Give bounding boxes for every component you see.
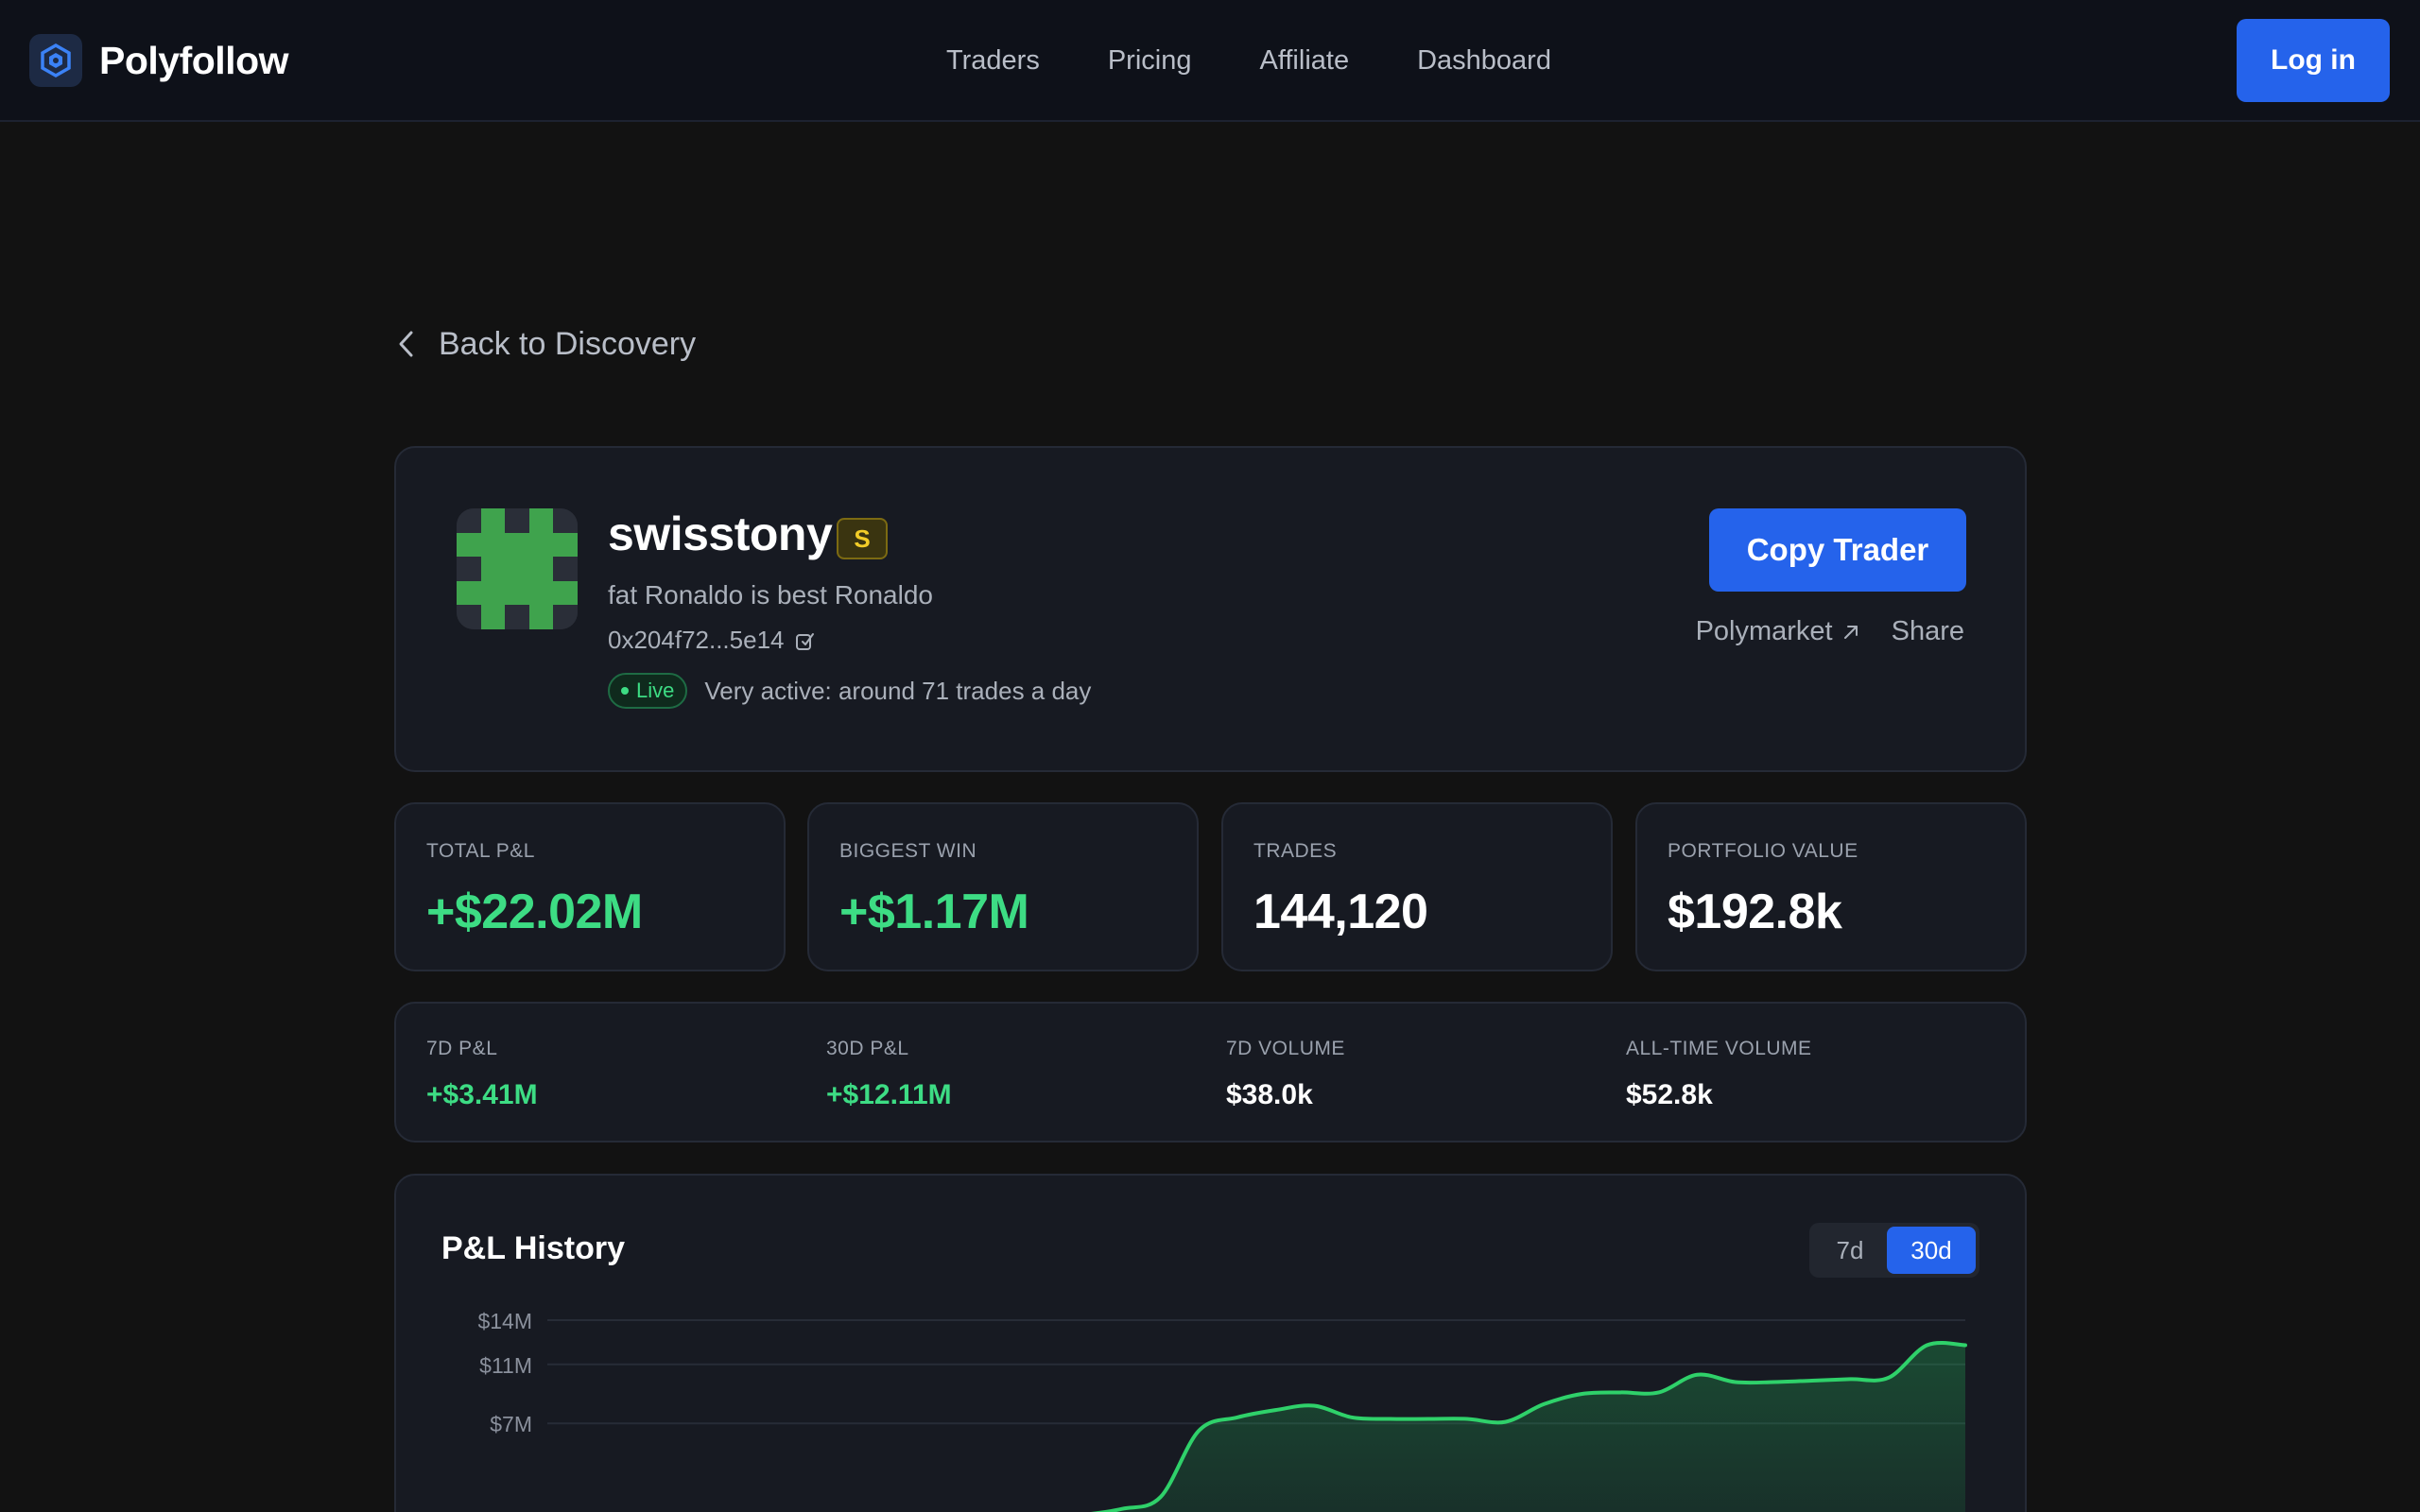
chart-ytick-label: $7M: [490, 1412, 532, 1436]
pnl-history-chart: $14M $11M $7M: [477, 1309, 1967, 1512]
stat-card-portfolio-value: PORTFOLIO VALUE $192.8k: [1635, 802, 2027, 971]
copy-trader-button[interactable]: Copy Trader: [1709, 508, 1966, 592]
live-badge: Live: [608, 673, 688, 709]
stat-value: $192.8k: [1668, 885, 1842, 939]
chart-title: P&L History: [441, 1230, 625, 1266]
stat-value: +$22.02M: [426, 885, 643, 939]
substat-7d-volume: 7D VOLUME $38.0k: [1226, 1038, 1345, 1111]
wallet-address: 0x204f72...5e14: [608, 626, 817, 655]
brand-name: Polyfollow: [99, 38, 289, 82]
substat-value: +$12.11M: [826, 1079, 952, 1110]
live-label: Live: [636, 679, 675, 702]
substat-value: $38.0k: [1226, 1079, 1313, 1110]
trader-avatar: [457, 508, 578, 629]
copy-address-icon[interactable]: [794, 629, 817, 652]
trader-profile-card: swisstony S fat Ronaldo is best Ronaldo …: [394, 446, 2027, 772]
substat-30d-pnl: 30D P&L +$12.11M: [826, 1038, 952, 1111]
chart-ytick-label: $11M: [479, 1353, 532, 1378]
trader-username: swisstony: [608, 507, 833, 560]
nav-link-dashboard[interactable]: Dashboard: [1417, 45, 1551, 76]
live-dot-icon: [621, 687, 629, 695]
substat-label: 7D P&L: [426, 1038, 498, 1059]
stat-card-biggest-win: BIGGEST WIN +$1.17M: [807, 802, 1199, 971]
activity-text: Very active: around 71 trades a day: [704, 676, 1092, 705]
nav-link-pricing[interactable]: Pricing: [1107, 45, 1192, 76]
nav-link-traders[interactable]: Traders: [946, 45, 1040, 76]
polymarket-link[interactable]: Polymarket: [1696, 616, 1861, 647]
top-nav: Polyfollow Traders Pricing Affiliate Das…: [0, 0, 2420, 122]
polymarket-link-label: Polymarket: [1695, 616, 1833, 646]
nav-link-affiliate[interactable]: Affiliate: [1259, 45, 1350, 76]
share-link[interactable]: Share: [1891, 616, 1964, 646]
substat-label: ALL-TIME VOLUME: [1626, 1038, 1812, 1059]
stat-value: +$1.17M: [839, 885, 1029, 939]
range-30d-button[interactable]: 30d: [1887, 1227, 1976, 1274]
substat-value: +$3.41M: [426, 1079, 538, 1110]
substat-all-time-volume: ALL-TIME VOLUME $52.8k: [1626, 1038, 1812, 1111]
polyfollow-logo-icon: [29, 34, 82, 87]
stat-label: TRADES: [1253, 840, 1338, 862]
stat-label: PORTFOLIO VALUE: [1668, 840, 1858, 862]
activity-status: Live Very active: around 71 trades a day: [608, 673, 1091, 709]
chart-ytick-label: $14M: [477, 1309, 532, 1333]
profile-links: Polymarket Share: [1696, 616, 1964, 647]
range-7d-button[interactable]: 7d: [1813, 1227, 1887, 1274]
secondary-stats: 7D P&L +$3.41M 30D P&L +$12.11M 7D VOLUM…: [394, 1002, 2027, 1143]
pnl-area-fill: [1105, 1343, 1965, 1512]
stat-card-trades: TRADES 144,120: [1221, 802, 1613, 971]
stat-value: 144,120: [1253, 885, 1428, 939]
pnl-history-card: $14M $11M $7M P&L History 7d 30d: [394, 1174, 2027, 1512]
wallet-address-text: 0x204f72...5e14: [608, 626, 785, 654]
main-nav: Traders Pricing Affiliate Dashboard: [946, 42, 1551, 79]
stat-card-total-pnl: TOTAL P&L +$22.02M: [394, 802, 786, 971]
stat-label: TOTAL P&L: [426, 840, 535, 862]
substat-7d-pnl: 7D P&L +$3.41M: [426, 1038, 538, 1111]
substat-label: 7D VOLUME: [1226, 1038, 1345, 1059]
substat-value: $52.8k: [1626, 1079, 1713, 1110]
substat-label: 30D P&L: [826, 1038, 909, 1059]
range-toggle: 7d 30d: [1809, 1223, 1979, 1278]
external-link-icon: [1841, 622, 1861, 643]
back-to-discovery-link[interactable]: Back to Discovery: [397, 323, 696, 365]
trader-bio: fat Ronaldo is best Ronaldo: [608, 580, 933, 610]
login-button[interactable]: Log in: [2237, 19, 2390, 102]
brand[interactable]: Polyfollow: [29, 34, 289, 87]
rank-badge: S: [837, 518, 888, 559]
back-label: Back to Discovery: [439, 325, 697, 362]
pnl-series-line: [1091, 1341, 1967, 1512]
chevron-left-icon: [397, 329, 416, 359]
stat-label: BIGGEST WIN: [839, 840, 977, 862]
